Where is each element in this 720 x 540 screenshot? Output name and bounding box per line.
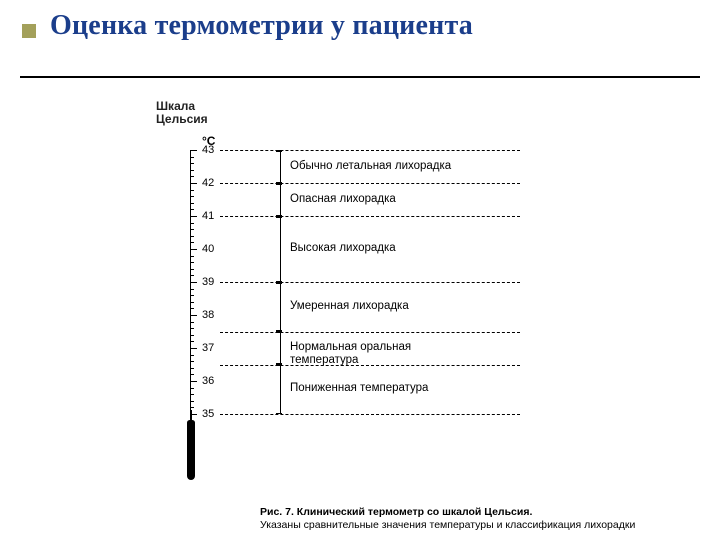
title-underline [20,76,700,78]
tick-minor [190,157,194,158]
tick-minor [190,163,194,164]
tick-minor [190,190,194,191]
zone-label: Нормальная оральная температура [290,341,411,367]
zone-boundary-line [220,332,520,333]
zone-boundary-line [220,414,520,415]
thermometer-diagram: Шкала Цельсия °C 434241403938373635 Обыч… [150,100,650,520]
tick-minor [190,242,194,243]
zone-label: Обычно летальная лихорадка [290,160,451,173]
tick-major [190,249,197,250]
zone-label: Умеренная лихорадка [290,300,409,313]
tick-minor [190,308,194,309]
tick-major [190,381,197,382]
tick-minor [190,335,194,336]
thermometer-bulb [187,420,195,480]
zone-bracket [275,332,281,365]
zone-boundary-line [220,150,520,151]
tick-minor [190,322,194,323]
tick-major [190,282,197,283]
zone-label: Высокая лихорадка [290,242,396,255]
tick-minor [190,302,194,303]
tick-minor [190,341,194,342]
tick-minor [190,262,194,263]
thermometer-body: °C 434241403938373635 [190,140,300,510]
tick-major [190,216,197,217]
tick-major [190,315,197,316]
zone-bracket [275,216,281,282]
tick-minor [190,328,194,329]
zone-bracket [275,365,281,415]
tick-minor [190,170,194,171]
tick-label: 43 [202,144,214,156]
zone-bracket [275,150,281,183]
tick-minor [190,236,194,237]
tick-major [190,150,197,151]
tick-minor [190,401,194,402]
tick-label: 36 [202,375,214,387]
tick-label: 40 [202,243,214,255]
tick-minor [190,289,194,290]
tick-label: 37 [202,342,214,354]
tick-minor [190,394,194,395]
zone-boundary-line [220,282,520,283]
tick-minor [190,196,194,197]
tick-minor [190,203,194,204]
tick-major [190,183,197,184]
zone-label: Опасная лихорадка [290,193,396,206]
tick-minor [190,256,194,257]
tick-minor [190,355,194,356]
tick-label: 42 [202,177,214,189]
tick-minor [190,176,194,177]
tick-minor [190,223,194,224]
tick-minor [190,275,194,276]
tick-minor [190,361,194,362]
tick-minor [190,407,194,408]
tick-minor [190,295,194,296]
tick-label: 38 [202,309,214,321]
zone-bracket [275,183,281,216]
tick-minor [190,368,194,369]
zone-boundary-line [220,216,520,217]
tick-label: 39 [202,276,214,288]
caption-body: Указаны сравнительные значения температу… [260,519,635,531]
tick-major [190,348,197,349]
tick-label: 35 [202,408,214,420]
tick-minor [190,229,194,230]
figure-caption: Рис. 7. Клинический термометр со шкалой … [260,506,640,532]
tick-minor [190,374,194,375]
scale-name-label: Шкала Цельсия [156,100,208,126]
tick-minor [190,388,194,389]
zone-bracket [275,282,281,332]
slide-title: Оценка термометрии у пациента [50,10,473,42]
tick-label: 41 [202,210,214,222]
tick-minor [190,269,194,270]
accent-bullet [22,24,36,38]
zone-boundary-line [220,183,520,184]
caption-title: Рис. 7. Клинический термометр со шкалой … [260,506,532,518]
tick-minor [190,209,194,210]
zone-label: Пониженная температура [290,382,428,395]
